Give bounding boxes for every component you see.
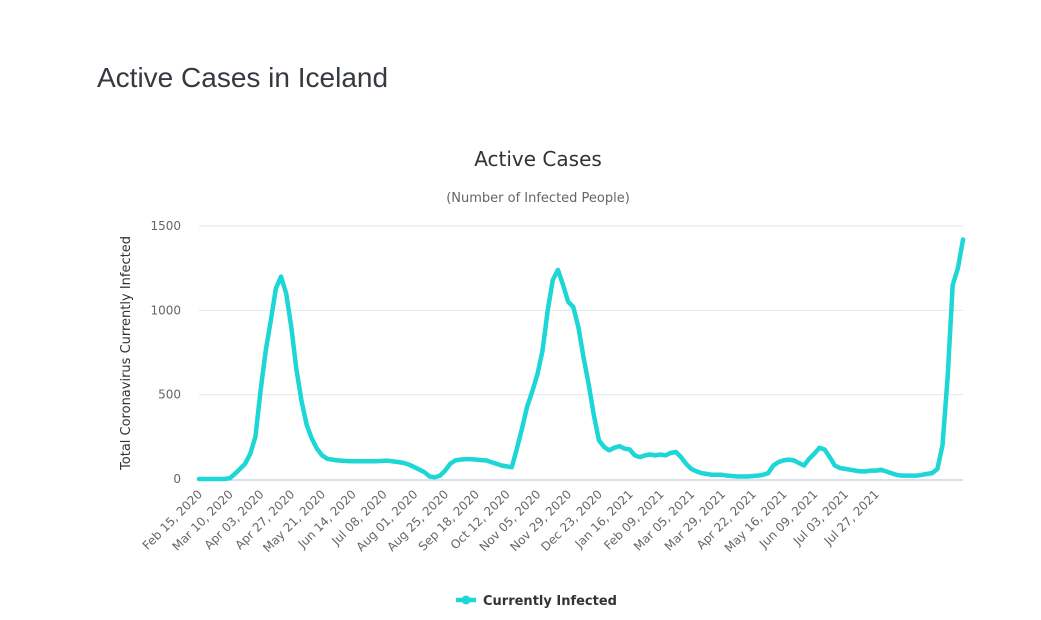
chart-title: Active Cases	[474, 147, 602, 171]
y-axis-ticks: 0 500 1000 1500	[150, 219, 181, 486]
legend-item-currently-infected[interactable]: Currently Infected	[483, 594, 617, 609]
y-tick-label: 500	[158, 388, 181, 402]
legend-dot-marker	[461, 595, 471, 605]
series-line-currently-infected[interactable]	[196, 237, 966, 482]
page-title: Active Cases in Iceland	[97, 62, 389, 93]
y-axis-label: Total Coronavirus Currently Infected	[119, 236, 134, 471]
y-tick-label: 1500	[150, 219, 181, 233]
grid-lines	[199, 225, 963, 396]
chart-subtitle: (Number of Infected People)	[446, 191, 630, 206]
y-tick-label: 0	[173, 472, 181, 486]
y-tick-label: 1000	[150, 303, 181, 317]
legend[interactable]: Currently Infected	[456, 594, 617, 609]
